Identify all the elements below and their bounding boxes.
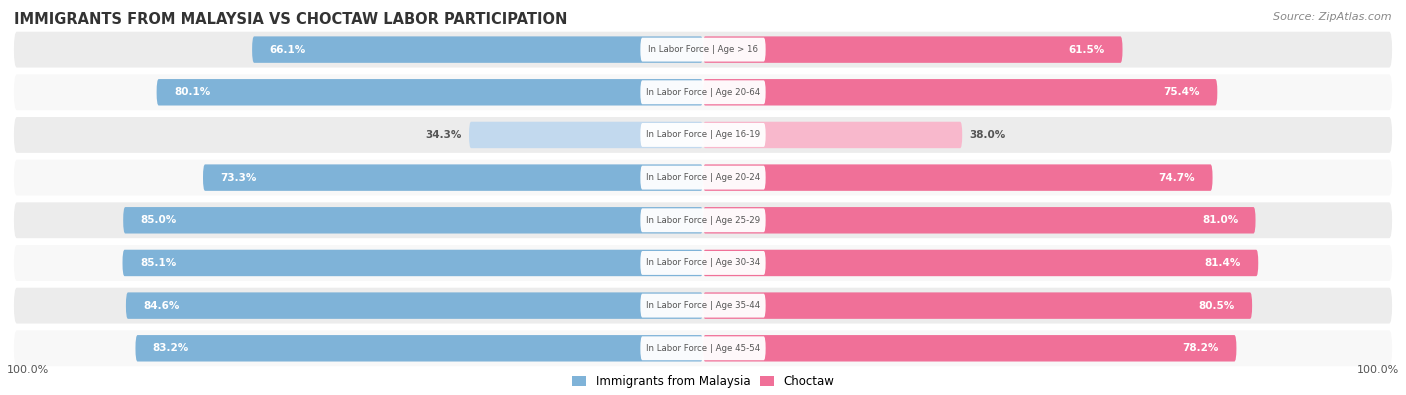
Legend: Immigrants from Malaysia, Choctaw: Immigrants from Malaysia, Choctaw [567, 370, 839, 393]
FancyBboxPatch shape [703, 250, 1258, 276]
Text: 81.4%: 81.4% [1205, 258, 1241, 268]
Text: 61.5%: 61.5% [1069, 45, 1105, 55]
FancyBboxPatch shape [640, 293, 766, 318]
Text: 73.3%: 73.3% [221, 173, 257, 182]
FancyBboxPatch shape [135, 335, 703, 361]
FancyBboxPatch shape [14, 160, 1392, 196]
FancyBboxPatch shape [127, 292, 703, 319]
Text: In Labor Force | Age 20-24: In Labor Force | Age 20-24 [645, 173, 761, 182]
FancyBboxPatch shape [703, 207, 1256, 233]
FancyBboxPatch shape [640, 208, 766, 232]
Text: 83.2%: 83.2% [153, 343, 190, 353]
FancyBboxPatch shape [703, 335, 1236, 361]
Text: 38.0%: 38.0% [969, 130, 1005, 140]
FancyBboxPatch shape [156, 79, 703, 105]
Text: In Labor Force | Age 20-64: In Labor Force | Age 20-64 [645, 88, 761, 97]
FancyBboxPatch shape [703, 164, 1212, 191]
Text: 66.1%: 66.1% [270, 45, 305, 55]
Text: 78.2%: 78.2% [1182, 343, 1219, 353]
FancyBboxPatch shape [640, 38, 766, 62]
FancyBboxPatch shape [252, 36, 703, 63]
FancyBboxPatch shape [703, 292, 1253, 319]
FancyBboxPatch shape [202, 164, 703, 191]
FancyBboxPatch shape [640, 80, 766, 104]
Text: 85.1%: 85.1% [141, 258, 176, 268]
Text: 80.1%: 80.1% [174, 87, 211, 97]
Text: In Labor Force | Age 30-34: In Labor Force | Age 30-34 [645, 258, 761, 267]
Text: 81.0%: 81.0% [1202, 215, 1239, 225]
FancyBboxPatch shape [703, 36, 1122, 63]
FancyBboxPatch shape [640, 251, 766, 275]
Text: 85.0%: 85.0% [141, 215, 177, 225]
FancyBboxPatch shape [14, 245, 1392, 281]
Text: 34.3%: 34.3% [426, 130, 463, 140]
Text: 100.0%: 100.0% [1357, 365, 1399, 374]
Text: 84.6%: 84.6% [143, 301, 180, 310]
FancyBboxPatch shape [640, 166, 766, 190]
FancyBboxPatch shape [124, 207, 703, 233]
Text: 80.5%: 80.5% [1198, 301, 1234, 310]
FancyBboxPatch shape [14, 117, 1392, 153]
Text: 75.4%: 75.4% [1163, 87, 1199, 97]
Text: Source: ZipAtlas.com: Source: ZipAtlas.com [1274, 12, 1392, 22]
Text: In Labor Force | Age 16-19: In Labor Force | Age 16-19 [645, 130, 761, 139]
FancyBboxPatch shape [640, 123, 766, 147]
FancyBboxPatch shape [122, 250, 703, 276]
FancyBboxPatch shape [703, 122, 962, 148]
Text: IMMIGRANTS FROM MALAYSIA VS CHOCTAW LABOR PARTICIPATION: IMMIGRANTS FROM MALAYSIA VS CHOCTAW LABO… [14, 12, 568, 27]
Text: In Labor Force | Age 35-44: In Labor Force | Age 35-44 [645, 301, 761, 310]
Text: 100.0%: 100.0% [7, 365, 49, 374]
Text: In Labor Force | Age > 16: In Labor Force | Age > 16 [648, 45, 758, 54]
FancyBboxPatch shape [14, 288, 1392, 324]
FancyBboxPatch shape [640, 337, 766, 360]
Text: In Labor Force | Age 25-29: In Labor Force | Age 25-29 [645, 216, 761, 225]
FancyBboxPatch shape [14, 74, 1392, 110]
FancyBboxPatch shape [14, 32, 1392, 68]
FancyBboxPatch shape [703, 79, 1218, 105]
Text: 74.7%: 74.7% [1159, 173, 1195, 182]
FancyBboxPatch shape [14, 202, 1392, 238]
FancyBboxPatch shape [14, 330, 1392, 366]
FancyBboxPatch shape [470, 122, 703, 148]
Text: In Labor Force | Age 45-54: In Labor Force | Age 45-54 [645, 344, 761, 353]
